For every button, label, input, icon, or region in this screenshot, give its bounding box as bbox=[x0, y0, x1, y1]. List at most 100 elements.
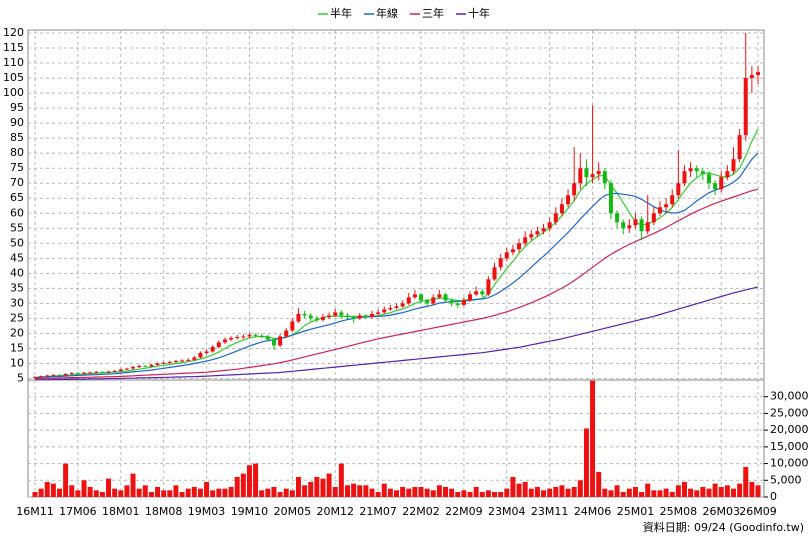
candle-body bbox=[688, 168, 693, 172]
volume-bar bbox=[338, 463, 344, 497]
candle-body bbox=[682, 171, 687, 184]
volume-bar bbox=[265, 488, 271, 497]
volume-bar bbox=[314, 476, 320, 497]
candle-body bbox=[547, 222, 552, 229]
volume-bar bbox=[479, 491, 485, 497]
volume-bar bbox=[161, 490, 167, 497]
candle-body bbox=[474, 291, 479, 295]
volume-bar bbox=[124, 485, 130, 497]
volume-bar bbox=[700, 486, 706, 497]
candle-body bbox=[743, 78, 748, 136]
volume-bar bbox=[675, 485, 681, 497]
candle-body bbox=[247, 334, 252, 337]
volume-bar bbox=[620, 491, 626, 497]
volume-bar bbox=[351, 483, 357, 497]
candle-body bbox=[517, 243, 522, 250]
volume-bar bbox=[565, 488, 571, 497]
ma-line bbox=[35, 286, 759, 381]
volume-bar bbox=[718, 486, 724, 497]
volume-bar bbox=[155, 486, 161, 497]
volume-bar bbox=[302, 485, 308, 497]
candle-body bbox=[69, 373, 74, 375]
candle-body bbox=[706, 174, 711, 184]
y-tick-label: 85 bbox=[10, 131, 24, 144]
candle-body bbox=[455, 303, 460, 305]
y-tick-label: 5 bbox=[17, 371, 24, 384]
volume-bar bbox=[553, 486, 559, 497]
x-tick-label: 24M06 bbox=[574, 505, 612, 518]
candle-body bbox=[161, 362, 166, 364]
y-tick-label: 30 bbox=[10, 296, 24, 309]
y-tick-label: 45 bbox=[10, 251, 24, 264]
candle-body bbox=[400, 303, 405, 307]
candle-body bbox=[137, 365, 142, 368]
candle-body bbox=[394, 306, 399, 308]
volume-bar bbox=[645, 483, 651, 497]
volume-tick-label: 30,000 bbox=[770, 390, 808, 403]
x-tick-label: 16M11 bbox=[16, 505, 54, 518]
x-tick-label: 19M03 bbox=[188, 505, 226, 518]
volume-bar bbox=[590, 380, 596, 497]
x-tick-label: 20M12 bbox=[316, 505, 354, 518]
y-tick-label: 15 bbox=[10, 341, 24, 354]
candle-body bbox=[486, 279, 491, 295]
price-frame bbox=[27, 29, 765, 381]
volume-bar bbox=[596, 471, 602, 497]
volume-bar bbox=[283, 488, 289, 497]
ma-line bbox=[35, 188, 759, 380]
candle-body bbox=[719, 177, 724, 190]
volume-bar bbox=[197, 488, 203, 497]
y-tick-label: 55 bbox=[10, 221, 24, 234]
y-tick-label: 60 bbox=[10, 206, 24, 219]
volume-bar bbox=[118, 490, 124, 497]
volume-bar bbox=[167, 490, 173, 497]
candle-body bbox=[584, 168, 589, 178]
volume-bar bbox=[259, 490, 265, 497]
y-tick-label: 40 bbox=[10, 266, 24, 279]
volume-bar bbox=[148, 491, 154, 497]
candle-body bbox=[737, 135, 742, 160]
candle-body bbox=[657, 207, 662, 214]
volume-bar bbox=[749, 481, 755, 497]
candle-body bbox=[278, 336, 283, 346]
volume-bar bbox=[602, 488, 608, 497]
volume-tick-label: 5,000 bbox=[770, 473, 802, 486]
volume-bar bbox=[69, 485, 75, 497]
candle-body bbox=[756, 72, 760, 76]
candle-body bbox=[235, 337, 240, 339]
candle-body bbox=[700, 171, 705, 175]
y-tick-label: 110 bbox=[3, 56, 24, 69]
candle-body bbox=[559, 204, 564, 214]
volume-bar bbox=[191, 486, 197, 497]
x-tick-label: 20M05 bbox=[274, 505, 312, 518]
volume-bar bbox=[394, 490, 399, 497]
candle-body bbox=[529, 234, 534, 238]
volume-bar bbox=[112, 488, 118, 497]
y-tick-label: 95 bbox=[10, 101, 24, 114]
legend-label: 半年 bbox=[330, 6, 352, 20]
volume-bar bbox=[547, 488, 553, 497]
y-tick-label: 50 bbox=[10, 236, 24, 249]
candle-body bbox=[480, 291, 485, 295]
candle-body bbox=[149, 364, 154, 367]
candle-body bbox=[369, 313, 374, 317]
volume-bar bbox=[443, 486, 449, 497]
candle-body bbox=[284, 330, 289, 337]
volume-bar bbox=[712, 483, 718, 497]
footer: 資料日期: 09/24 (Goodinfo.tw) bbox=[643, 520, 804, 534]
candle-body bbox=[645, 222, 650, 232]
y-tick-label: 10 bbox=[10, 356, 24, 369]
candle-body bbox=[327, 315, 332, 317]
volume-bar bbox=[289, 490, 295, 497]
candle-body bbox=[376, 312, 381, 314]
candle-body bbox=[100, 371, 105, 373]
candle-body bbox=[425, 300, 430, 304]
volume-bar bbox=[498, 491, 504, 497]
volume-bar bbox=[32, 491, 38, 497]
volume-bar bbox=[534, 486, 540, 497]
candle-body bbox=[596, 171, 601, 175]
volume-bar bbox=[106, 478, 112, 497]
candle-body bbox=[259, 335, 264, 337]
candle-body bbox=[222, 339, 227, 343]
